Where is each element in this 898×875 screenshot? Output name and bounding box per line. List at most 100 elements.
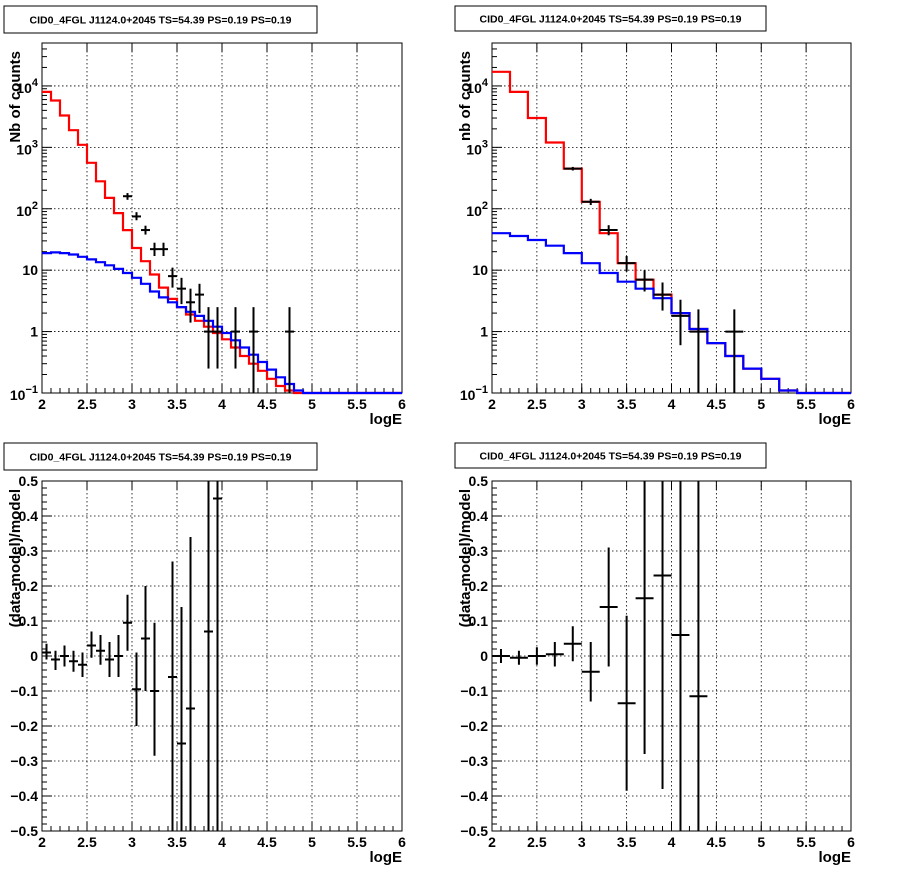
data-point xyxy=(599,225,618,236)
y-tick-label: 0.5 xyxy=(469,473,489,489)
data-point xyxy=(195,283,204,314)
data-point xyxy=(213,307,222,369)
data-point xyxy=(617,615,636,791)
x-tick-label: 4 xyxy=(218,396,226,412)
x-tick-label: 3 xyxy=(128,834,136,850)
y-tick-label: 0.4 xyxy=(469,508,489,524)
x-tick-label: 2.5 xyxy=(527,396,547,412)
data-point xyxy=(105,642,114,677)
data-point xyxy=(141,225,150,235)
x-tick-label: 6 xyxy=(847,834,855,850)
x-tick-label: 5.5 xyxy=(796,396,816,412)
y-tick-label: 1 xyxy=(30,324,38,340)
data-point xyxy=(78,652,87,677)
data-point xyxy=(168,267,177,288)
data-point xyxy=(527,647,546,665)
y-tick-label: −0.1 xyxy=(460,683,488,699)
data-point xyxy=(509,650,528,665)
data-point xyxy=(150,622,159,756)
x-axis-label: logE xyxy=(819,411,852,428)
y-tick-label: 0 xyxy=(30,648,38,664)
y-tick-label: 0 xyxy=(480,648,488,664)
x-tick-label: 3 xyxy=(578,396,586,412)
data-point xyxy=(581,198,600,206)
y-tick-label: 0.1 xyxy=(469,613,489,629)
data-point xyxy=(87,631,96,658)
chart-title: CID0_4FGL J1124.0+2045 TS=54.39 PS=0.19 … xyxy=(30,452,292,464)
data-point xyxy=(563,166,582,171)
data-point xyxy=(249,307,258,393)
x-tick-label: 4.5 xyxy=(257,834,277,850)
y-axis-label: nb of counts xyxy=(457,51,474,141)
x-tick-label: 5 xyxy=(757,396,765,412)
chart-title: CID0_4FGL J1124.0+2045 TS=54.39 PS=0.19 … xyxy=(480,14,742,26)
data-point xyxy=(123,594,132,651)
data-point xyxy=(285,307,294,393)
x-tick-label: 3 xyxy=(128,396,136,412)
x-tick-label: 4.5 xyxy=(707,396,727,412)
data-point xyxy=(177,277,186,305)
data-points xyxy=(563,166,744,393)
x-tick-label: 5 xyxy=(308,834,316,850)
x-tick-label: 3.5 xyxy=(167,396,187,412)
data-point xyxy=(599,547,618,667)
data-point xyxy=(96,635,105,665)
x-tick-label: 6 xyxy=(847,396,855,412)
x-tick-label: 5 xyxy=(757,834,765,850)
data-point xyxy=(159,242,168,257)
y-tick-label: 102 xyxy=(16,200,38,219)
data-point xyxy=(492,649,510,663)
data-point xyxy=(177,607,186,831)
x-tick-label: 5.5 xyxy=(347,834,367,850)
data-point xyxy=(725,309,744,393)
x-tick-label: 2.5 xyxy=(527,834,547,850)
y-tick-label: 102 xyxy=(466,200,488,219)
data-point xyxy=(150,242,159,257)
y-axis-label: Nb of counts xyxy=(7,51,24,143)
y-tick-label: 104 xyxy=(466,77,489,96)
y-tick-label: 0.2 xyxy=(469,578,489,594)
x-tick-label: 4.5 xyxy=(257,396,277,412)
data-point xyxy=(204,307,213,369)
y-tick-label: −0.3 xyxy=(10,753,38,769)
y-tick-label: 1 xyxy=(480,324,488,340)
title-box xyxy=(3,5,318,34)
y-tick-label: −0.3 xyxy=(460,753,488,769)
y-tick-label: 103 xyxy=(466,138,488,157)
data-point xyxy=(114,635,123,677)
x-tick-label: 4 xyxy=(218,834,226,850)
y-tick-label: −0.5 xyxy=(10,823,38,839)
x-tick-label: 3 xyxy=(578,834,586,850)
y-tick-label: 0.5 xyxy=(19,473,39,489)
x-tick-label: 4.5 xyxy=(707,834,727,850)
y-tick-label: 10 xyxy=(472,262,488,278)
y-axis-label: (data-model)/model xyxy=(457,489,474,627)
title-box xyxy=(454,442,767,469)
data-point xyxy=(581,642,600,702)
x-tick-label: 5.5 xyxy=(347,396,367,412)
chart-panel-4: 2 2.5 3 3.5 4 4.5 5 5.5 6logE−0.5−0.4−0.3−0.2−0.… xyxy=(454,442,855,866)
x-tick-label: 6 xyxy=(398,396,406,412)
x-tick-label: 6 xyxy=(398,834,406,850)
data-point xyxy=(51,650,60,670)
y-tick-label: 0.3 xyxy=(469,543,489,559)
data-point xyxy=(132,652,141,726)
data-point xyxy=(60,645,69,667)
y-axis: −0.5 −0.4 −0.3 −0.2 −0.1 0 0.1 0.2 0.3 0.4 0.5(dat… xyxy=(457,473,851,839)
x-tick-label: 3.5 xyxy=(617,396,637,412)
y-tick-label: −0.4 xyxy=(460,788,488,804)
data-points xyxy=(42,481,222,831)
data-point xyxy=(231,307,240,369)
data-point xyxy=(617,256,636,272)
data-point xyxy=(563,626,582,662)
y-tick-label: 10−1 xyxy=(10,384,38,403)
x-tick-label: 5.5 xyxy=(796,834,816,850)
data-point xyxy=(141,586,150,691)
data-point xyxy=(545,642,564,667)
data-point xyxy=(69,650,78,672)
